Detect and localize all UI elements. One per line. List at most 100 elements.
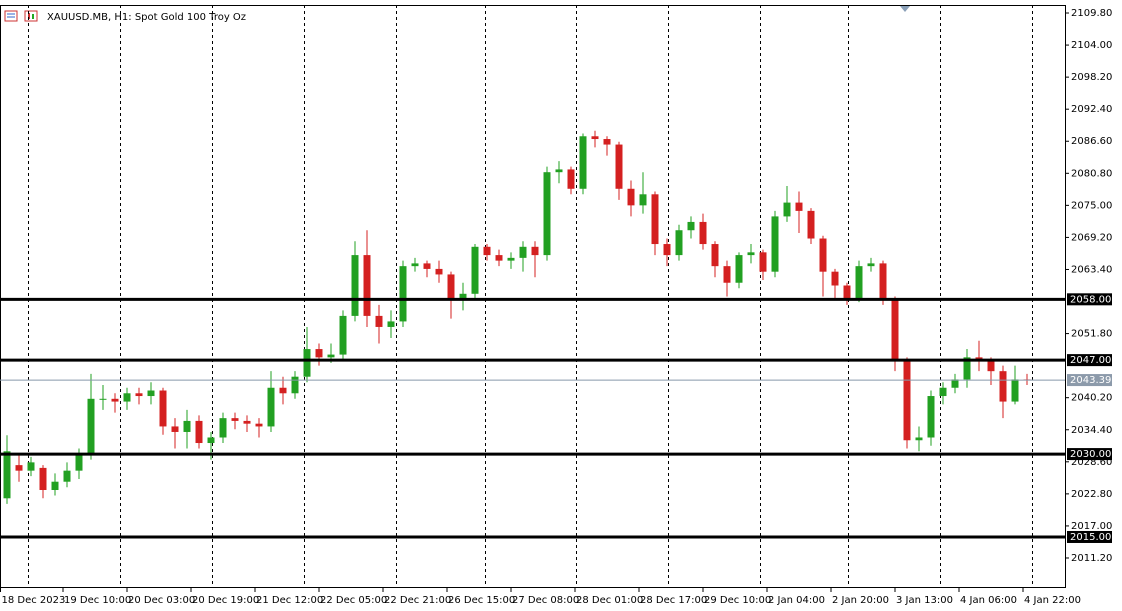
candle-body (651, 194, 659, 245)
x-tick-label: 22 Dec 21:00 (384, 595, 451, 606)
candle-body (843, 285, 851, 300)
overlay: 2109.80 2104.00 2098.20 2092.40 2086.60 2080.… (0, 8, 1112, 606)
x-tick-label: 19 Dec 10:00 (64, 595, 131, 606)
candle-body (543, 172, 551, 256)
y-tick-label: 2040.20 (1071, 393, 1112, 404)
candle-body (519, 246, 527, 258)
y-tick-label: 2069.20 (1071, 232, 1112, 243)
candle-body (687, 221, 695, 231)
candle-body (831, 271, 839, 286)
x-tick-label: 21 Dec 12:00 (256, 595, 323, 606)
x-tick-label: 28 Dec 17:00 (640, 595, 707, 606)
candle-body (1011, 379, 1019, 402)
y-tick-label: 2086.60 (1071, 136, 1112, 147)
candle-body (963, 357, 971, 380)
candle-body (447, 274, 455, 300)
candle-body (939, 387, 947, 397)
x-tick-label: 18 Dec 2023 (2, 595, 66, 606)
y-tick-label: 2011.20 (1071, 553, 1112, 564)
y-tick-label: 2051.80 (1071, 329, 1112, 340)
x-tick-label: 27 Dec 08:00 (512, 595, 579, 606)
candle-body (711, 244, 719, 267)
y-tick-label: 2080.80 (1071, 168, 1112, 179)
x-tick-label: 29 Dec 10:00 (704, 595, 771, 606)
candle-body (855, 266, 863, 300)
candle-body (339, 315, 347, 355)
candle-body (63, 470, 71, 482)
candle-body (783, 202, 791, 217)
candle-body (951, 379, 959, 388)
candle-body (891, 299, 899, 361)
y-tick-label: 2104.00 (1071, 40, 1112, 51)
candle-body (219, 418, 227, 438)
candle-body (507, 257, 515, 261)
candle-body (603, 139, 611, 145)
y-tick-label: 2028.60 (1071, 457, 1112, 468)
candle-body (411, 263, 419, 267)
candle-body (123, 393, 131, 402)
icon (28, 13, 30, 19)
candle-body (807, 210, 815, 239)
y-tick-label: 2022.80 (1071, 489, 1112, 500)
chart-title: XAUUSD.MB, H1: Spot Gold 100 Troy Oz (47, 12, 246, 23)
candle-body (267, 387, 275, 427)
candle-body (471, 246, 479, 294)
candles (3, 130, 1031, 504)
icon (32, 14, 34, 19)
candle-body (51, 481, 59, 490)
candle-body (3, 451, 11, 499)
level-label-box (1067, 448, 1112, 461)
candle-body (147, 390, 155, 397)
y-tick-label: 2063.40 (1071, 264, 1112, 275)
x-tick-label: 2 Jan 04:00 (768, 595, 825, 606)
candle-body (627, 188, 635, 206)
candle-body (39, 467, 47, 490)
candle-body (615, 144, 623, 189)
candle-body (75, 454, 83, 471)
candle-body (327, 354, 335, 358)
candle-body (399, 266, 407, 322)
candle-body (87, 398, 95, 455)
candle-body (375, 315, 383, 327)
candle-body (15, 465, 23, 471)
last-price-box (1067, 374, 1112, 387)
candle-body (723, 266, 731, 283)
x-tick-label: 22 Dec 05:00 (320, 595, 387, 606)
y-tick-label: 2109.80 (1071, 8, 1112, 19)
candle-body (159, 390, 167, 427)
plot-frame (0, 5, 1066, 588)
candle-body (351, 255, 359, 316)
candle-body (27, 462, 35, 471)
x-tick-label: 4 Jan 06:00 (960, 595, 1017, 606)
candle-body (99, 398, 107, 400)
level-label: 2015.00 (1070, 532, 1111, 543)
level-label-box (1067, 293, 1112, 306)
candle-body (255, 423, 263, 427)
candle-body (387, 321, 395, 327)
candle-body (495, 255, 503, 261)
candle-body (303, 349, 311, 377)
y-tick-label: 2075.00 (1071, 200, 1112, 211)
candle-body (207, 437, 215, 444)
candle-body (555, 169, 563, 173)
level-label-box (1067, 530, 1112, 543)
candle-body (759, 252, 767, 272)
shift-marker (900, 6, 910, 12)
x-tick-label: 3 Jan 13:00 (896, 595, 953, 606)
icon (4, 10, 18, 22)
last-price-label: 2043.39 (1070, 375, 1111, 386)
candle-body (243, 420, 251, 424)
candle-body (135, 393, 143, 397)
candle-body (483, 246, 491, 256)
candle-body (279, 387, 287, 394)
candle-body (579, 136, 587, 189)
level-label: 2058.00 (1070, 294, 1111, 305)
candle-body (771, 216, 779, 272)
level-label: 2030.00 (1070, 449, 1111, 460)
y-tick-label: 2017.00 (1071, 521, 1112, 532)
candle-body (531, 246, 539, 256)
x-tick-label: 20 Dec 19:00 (192, 595, 259, 606)
candle-body (639, 194, 647, 206)
